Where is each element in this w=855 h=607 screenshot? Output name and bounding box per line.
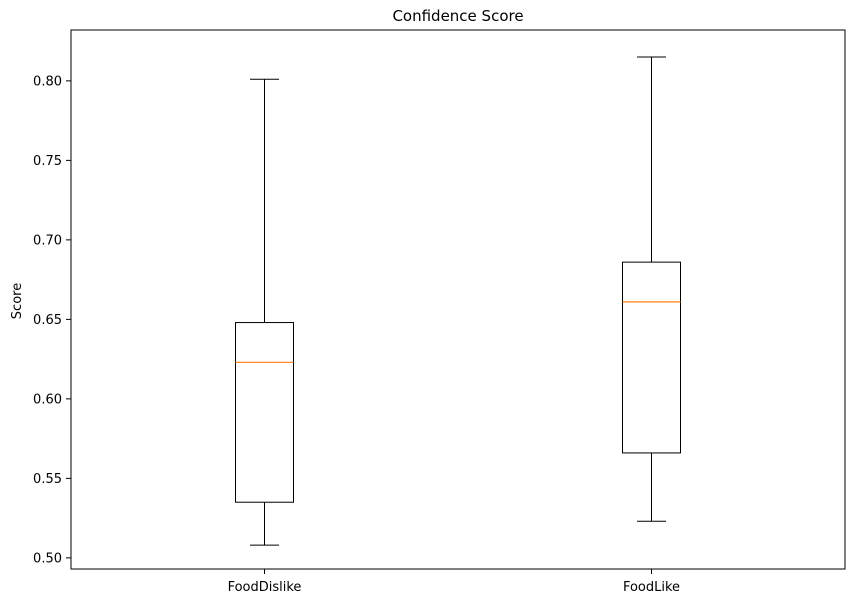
y-tick-label: 0.55 (33, 472, 62, 487)
x-tick-label: FoodLike (623, 580, 680, 595)
y-tick-label: 0.75 (33, 154, 62, 169)
iqr-box (622, 261, 681, 454)
y-tick-label: 0.60 (33, 392, 62, 407)
y-tick-label: 0.80 (33, 74, 62, 89)
y-axis: 0.50 0.55 0.60 0.65 0.70 0.75 0.80 (33, 74, 71, 566)
plot-area-frame (70, 29, 846, 570)
iqr-box (235, 322, 294, 503)
y-tick-label: 0.70 (33, 233, 62, 248)
y-tick-label: 0.65 (33, 313, 62, 328)
y-tick-label: 0.50 (33, 551, 62, 566)
x-tick-label: FoodDislike (228, 580, 302, 595)
y-axis-label: Score (10, 283, 25, 319)
chart-title: Confidence Score (392, 7, 523, 25)
x-axis: FoodDislike FoodLike (228, 569, 680, 595)
boxes (235, 56, 681, 546)
box-fooddislike (235, 78, 294, 546)
box-foodlike (622, 56, 681, 522)
